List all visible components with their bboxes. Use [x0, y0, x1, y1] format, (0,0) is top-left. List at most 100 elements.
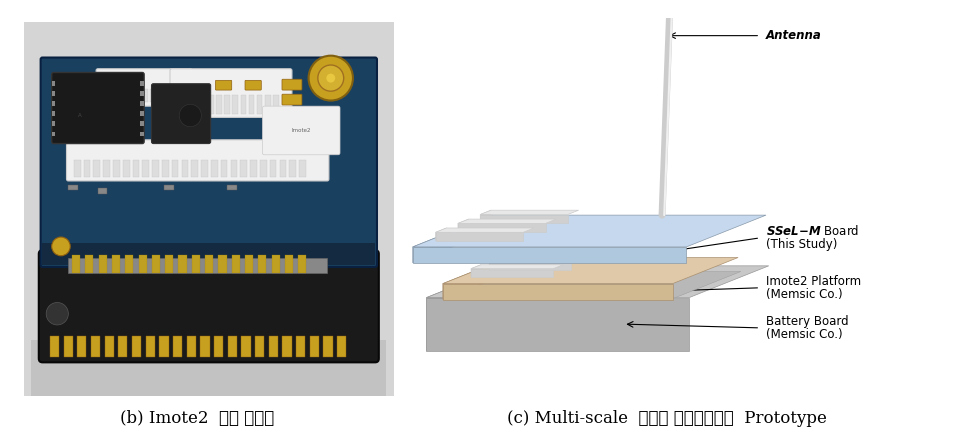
- Bar: [202, 161, 208, 177]
- Bar: [260, 161, 267, 177]
- Bar: [228, 336, 237, 357]
- Bar: [251, 161, 257, 177]
- Bar: [159, 336, 169, 357]
- Bar: [140, 121, 144, 126]
- Bar: [231, 255, 240, 273]
- Bar: [158, 89, 164, 103]
- Text: (This Study): (This Study): [766, 238, 837, 251]
- Bar: [52, 81, 56, 85]
- Bar: [42, 242, 375, 265]
- Bar: [285, 255, 293, 273]
- Bar: [211, 161, 218, 177]
- Bar: [50, 336, 60, 357]
- Bar: [173, 336, 182, 357]
- Bar: [165, 255, 174, 273]
- Bar: [228, 185, 236, 190]
- Polygon shape: [508, 250, 600, 254]
- Bar: [52, 101, 56, 106]
- Bar: [84, 161, 90, 177]
- Polygon shape: [480, 210, 492, 223]
- Polygon shape: [426, 266, 506, 351]
- FancyBboxPatch shape: [32, 340, 386, 396]
- Bar: [140, 101, 144, 106]
- Bar: [241, 95, 246, 114]
- Bar: [192, 95, 198, 114]
- Polygon shape: [480, 215, 567, 223]
- Bar: [183, 95, 189, 114]
- Bar: [310, 336, 319, 357]
- FancyBboxPatch shape: [40, 58, 377, 267]
- Bar: [230, 161, 237, 177]
- Bar: [240, 161, 247, 177]
- Bar: [132, 161, 139, 177]
- Polygon shape: [471, 269, 553, 277]
- Bar: [68, 257, 327, 272]
- Bar: [68, 185, 78, 190]
- Bar: [269, 336, 277, 357]
- Bar: [151, 89, 156, 103]
- Bar: [201, 336, 209, 357]
- Bar: [245, 255, 253, 273]
- Polygon shape: [413, 247, 686, 263]
- Bar: [63, 336, 73, 357]
- Bar: [167, 89, 172, 103]
- Bar: [102, 89, 108, 103]
- Text: (b) Imote2  센서 플랫폼: (b) Imote2 센서 플랫폼: [120, 410, 274, 427]
- Bar: [249, 95, 254, 114]
- Bar: [113, 161, 120, 177]
- Bar: [175, 89, 180, 103]
- Text: Battery Board: Battery Board: [766, 315, 849, 328]
- Polygon shape: [426, 266, 769, 297]
- Bar: [241, 336, 251, 357]
- Bar: [299, 255, 306, 273]
- Bar: [142, 161, 149, 177]
- Bar: [216, 95, 222, 114]
- Bar: [132, 336, 141, 357]
- FancyBboxPatch shape: [215, 81, 231, 90]
- Bar: [105, 336, 114, 357]
- FancyBboxPatch shape: [282, 79, 302, 90]
- Bar: [270, 161, 276, 177]
- Bar: [109, 89, 115, 103]
- Polygon shape: [490, 257, 582, 261]
- Polygon shape: [413, 215, 492, 263]
- Bar: [179, 255, 186, 273]
- Bar: [232, 95, 238, 114]
- Polygon shape: [426, 297, 689, 351]
- Bar: [93, 161, 100, 177]
- Bar: [172, 161, 179, 177]
- Bar: [52, 111, 56, 116]
- FancyBboxPatch shape: [282, 94, 302, 105]
- Polygon shape: [443, 284, 673, 300]
- Bar: [186, 336, 196, 357]
- Bar: [176, 95, 181, 114]
- Polygon shape: [508, 254, 589, 262]
- Bar: [140, 91, 144, 95]
- Polygon shape: [458, 219, 556, 224]
- Bar: [219, 255, 227, 273]
- Polygon shape: [490, 261, 571, 270]
- Bar: [225, 95, 229, 114]
- Bar: [52, 132, 56, 136]
- Bar: [91, 336, 100, 357]
- Bar: [181, 161, 188, 177]
- Bar: [146, 336, 155, 357]
- Bar: [72, 255, 81, 273]
- Polygon shape: [436, 228, 446, 241]
- Bar: [255, 336, 264, 357]
- FancyBboxPatch shape: [262, 106, 340, 155]
- Bar: [104, 161, 110, 177]
- Text: Antenna: Antenna: [766, 29, 822, 42]
- Polygon shape: [471, 265, 481, 277]
- Bar: [138, 255, 147, 273]
- FancyBboxPatch shape: [52, 73, 144, 143]
- Bar: [200, 95, 205, 114]
- Bar: [74, 161, 81, 177]
- Bar: [85, 255, 93, 273]
- Bar: [99, 255, 107, 273]
- Bar: [140, 81, 144, 85]
- Bar: [98, 188, 108, 194]
- Bar: [164, 185, 174, 190]
- FancyBboxPatch shape: [38, 250, 379, 363]
- Bar: [296, 336, 305, 357]
